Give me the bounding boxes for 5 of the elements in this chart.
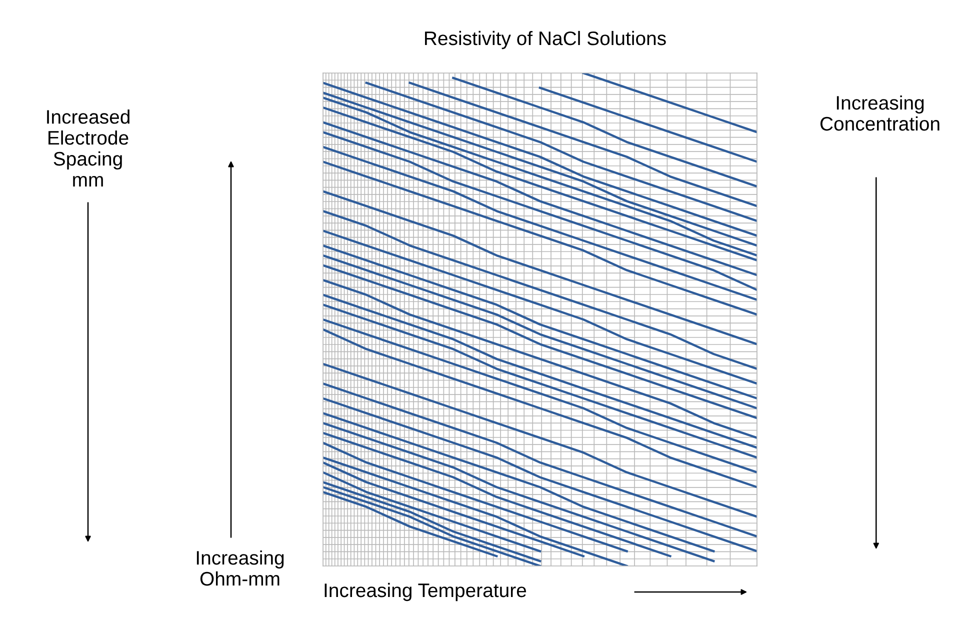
chart-title: Resistivity of NaCl Solutions [425, 30, 666, 50]
text: Increasing Concentration [820, 95, 940, 131]
y-axis-title: Increasing Ohm-mm [196, 550, 284, 586]
text: Increased Electrode Spacing mm [47, 110, 130, 186]
x-axis-title: Increasing Temperature [324, 582, 526, 602]
